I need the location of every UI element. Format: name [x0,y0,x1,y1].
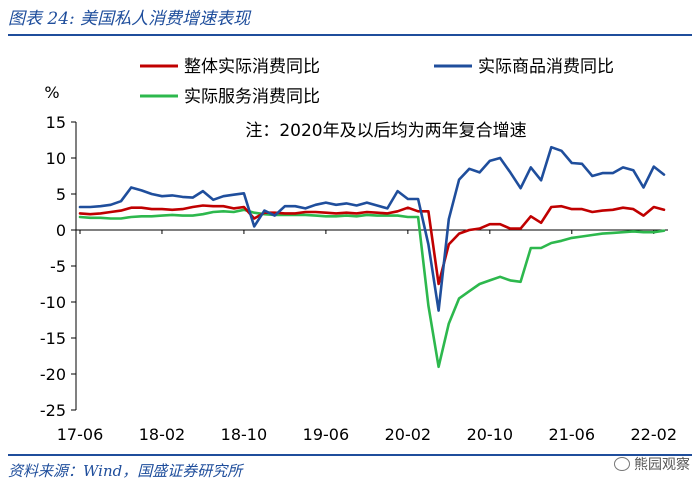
wechat-icon [614,457,630,471]
figure-title: 图表 24: 美国私人消费增速表现 [8,9,251,29]
x-tick-label: 20-02 [385,425,432,444]
x-tick-label: 18-10 [221,425,268,444]
x-tick-label: 19-06 [303,425,350,444]
y-tick-label: 5 [56,185,66,204]
x-tick-label: 20-10 [467,425,514,444]
x-tick-label: 18-02 [139,425,186,444]
x-tick-label: 21-06 [549,425,596,444]
legend-label-services: 实际服务消费同比 [184,87,320,107]
x-tick-label: 17-06 [57,425,104,444]
y-tick-label: 15 [46,113,66,132]
source-rule [8,454,692,456]
chart-note: 注：2020年及以后均为两年复合增速 [245,121,526,141]
legend-label-goods: 实际商品消费同比 [478,57,614,77]
series-line-services [78,208,666,369]
watermark-text: 熊园观察 [634,457,690,473]
y-tick-label: -15 [40,329,66,348]
y-tick-label: -5 [50,257,66,276]
series-line-goods [78,145,666,312]
source-text: 资料来源：Wind，国盛证券研究所 [8,462,243,480]
y-tick-label: 10 [46,149,66,168]
y-tick-label: -20 [40,365,66,384]
y-tick-label: 0 [56,221,66,240]
legend-label-total: 整体实际消费同比 [184,57,320,77]
x-tick-label: 22-02 [631,425,678,444]
y-axis-unit-label: % [44,83,59,102]
series-line-total [78,204,666,286]
watermark: 熊园观察 [614,454,690,474]
y-tick-label: -25 [40,401,66,420]
y-tick-label: -10 [40,293,66,312]
title-rule [8,34,692,36]
